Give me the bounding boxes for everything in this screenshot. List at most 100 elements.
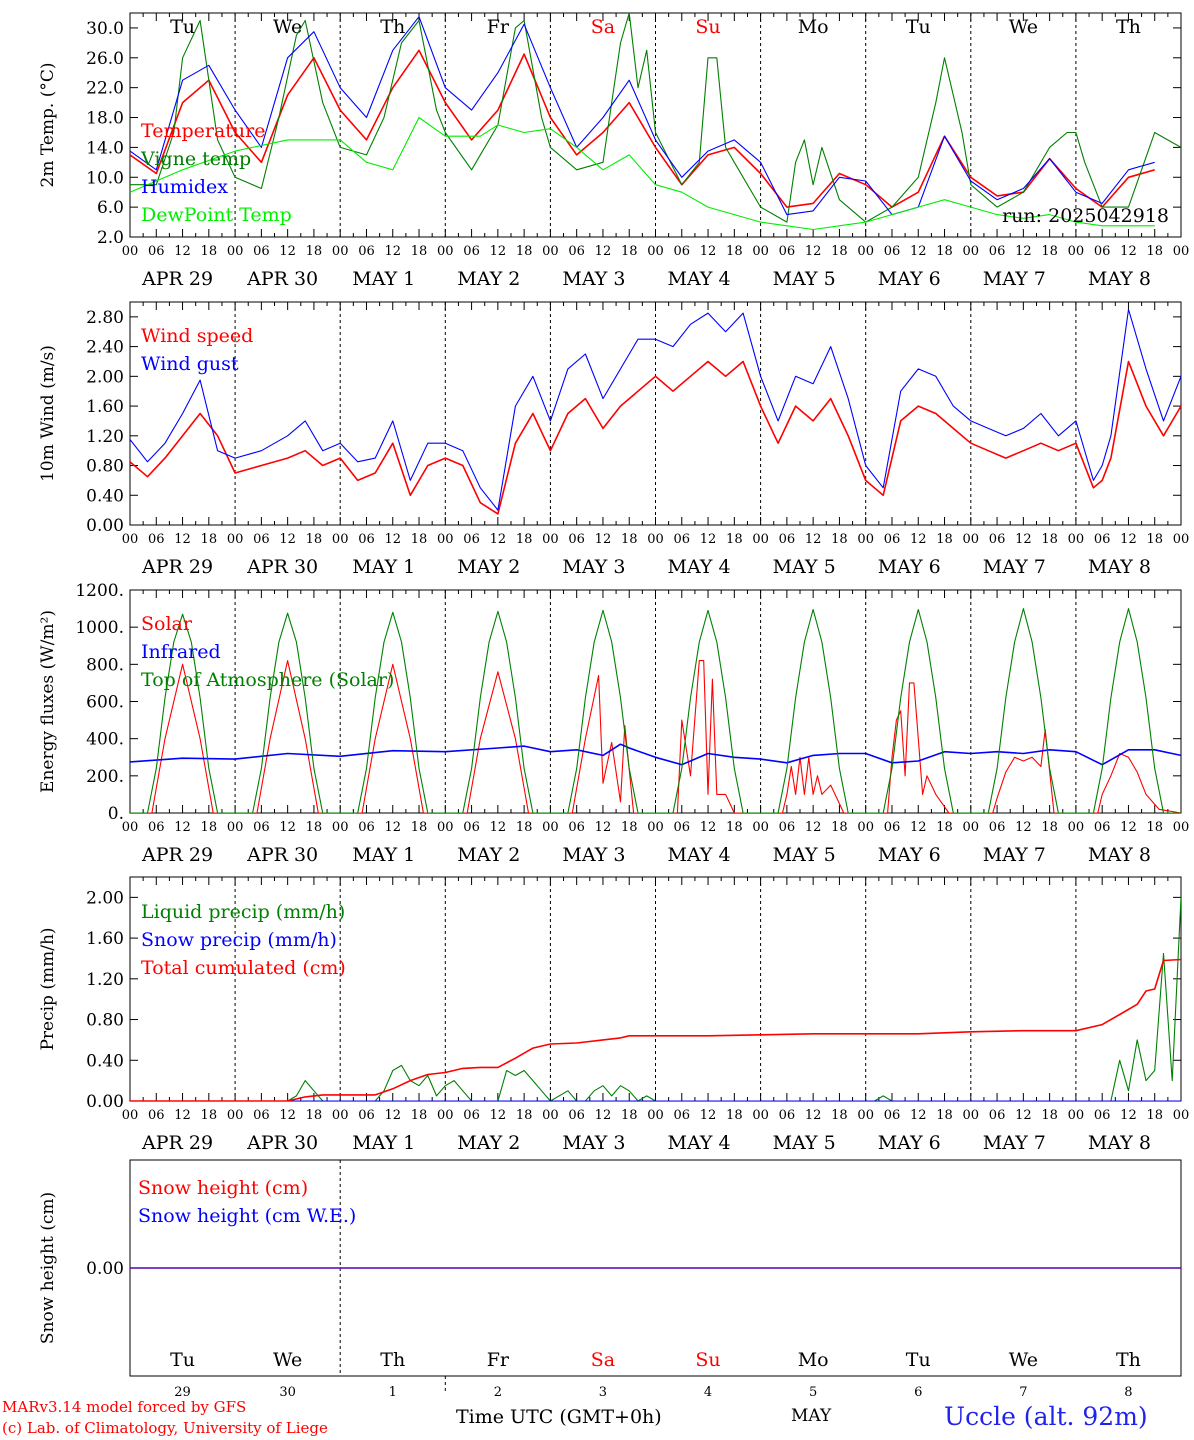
hour-label: 12 [700,1108,717,1123]
y-tick-label: 600. [86,693,124,713]
hour-label: 18 [726,1108,743,1123]
hour-label: 12 [490,820,507,835]
weekday-label: We [1009,1349,1038,1371]
hour-label: 12 [700,532,717,547]
date-label: MAY 5 [773,1132,836,1154]
hour-label: 18 [411,1108,428,1123]
hour-label: 00 [1173,820,1190,835]
day-number: 2 [494,1385,502,1400]
hour-label: 06 [989,820,1006,835]
hour-label: 00 [437,532,454,547]
date-label: MAY 8 [1088,1132,1151,1154]
hour-label: 18 [831,532,848,547]
hour-label: 06 [1094,532,1111,547]
date-label: APR 29 [141,1132,213,1154]
date-label: MAY 1 [352,1132,415,1154]
hour-label: 12 [700,244,717,259]
hour-label: 12 [910,532,927,547]
hour-label: 18 [1146,244,1163,259]
weekday-label: Fr [487,16,510,38]
hour-label: 12 [805,244,822,259]
hour-label: 18 [621,820,638,835]
legend-entry: Humidex [141,176,228,198]
hour-label: 00 [437,1108,454,1123]
hour-label: 12 [490,1108,507,1123]
hour-label: 18 [726,820,743,835]
date-label: MAY 2 [457,1132,520,1154]
series-line-solar [130,660,1181,813]
hour-label: 00 [963,532,980,547]
hour-label: 12 [1120,244,1137,259]
date-label: MAY 4 [668,556,731,578]
hour-label: 06 [358,532,375,547]
hour-label: 00 [857,244,874,259]
run-annotation: run: 2025042918 [1002,205,1169,227]
legend-entry: Infrared [141,641,221,663]
hour-label: 06 [463,532,480,547]
hour-label: 06 [148,532,165,547]
hour-label: 18 [201,1108,218,1123]
legend-entry: Temperature [141,120,265,142]
y-tick-label: 2.00 [86,367,124,387]
hour-label: 12 [384,532,401,547]
legend-entry: DewPoint Temp [141,204,292,226]
series-line-infrared [130,743,1181,766]
weekday-label: Su [695,1349,720,1371]
hour-label: 12 [279,532,296,547]
date-label: MAY 3 [562,556,625,578]
date-label: MAY 5 [773,268,836,290]
hour-label: 00 [857,532,874,547]
date-label: APR 30 [246,844,318,866]
hour-label: 06 [674,532,691,547]
hour-label: 12 [910,244,927,259]
hour-label: 06 [568,820,585,835]
legend-entry: Wind gust [141,353,239,375]
hour-label: 00 [963,244,980,259]
hour-label: 06 [989,244,1006,259]
hour-label: 12 [1015,820,1032,835]
hour-label: 18 [306,532,323,547]
hour-label: 18 [306,1108,323,1123]
hour-label: 06 [463,820,480,835]
hour-label: 00 [1068,244,1085,259]
hour-label: 06 [463,1108,480,1123]
day-number: 5 [809,1385,817,1400]
hour-label: 18 [831,820,848,835]
panel-frame [129,301,1182,526]
hour-label: 12 [595,820,612,835]
hour-label: 00 [647,820,664,835]
hour-label: 18 [1041,1108,1058,1123]
date-label: MAY 4 [668,268,731,290]
weekday-label: Th [380,1349,405,1371]
hour-label: 12 [1120,1108,1137,1123]
weekday-label: Fr [487,1349,510,1371]
series-line-total-cumulated-cm [130,958,1181,1101]
panel-frame [129,589,1182,814]
hour-label: 18 [201,820,218,835]
y-tick-label: 6.0 [97,198,124,218]
y-tick-label: 0.40 [86,1051,124,1071]
hour-label: 18 [411,244,428,259]
hour-label: 06 [674,244,691,259]
series-line-vigne-temp [130,13,1181,223]
weekday-label: Th [1116,16,1141,38]
hour-label: 00 [122,820,139,835]
y-tick-label: 10.0 [86,168,124,188]
hour-label: 18 [516,244,533,259]
hour-label: 18 [411,532,428,547]
hour-label: 18 [306,244,323,259]
date-label: MAY 6 [878,556,941,578]
hour-label: 12 [1015,244,1032,259]
hour-label: 00 [647,532,664,547]
day-number: 4 [704,1385,712,1400]
hour-label: 06 [674,820,691,835]
hour-label: 00 [647,1108,664,1123]
weekday-label: Tu [170,16,195,38]
y-tick-label: 1000. [75,618,124,638]
hour-label: 06 [253,1108,270,1123]
legend-entry: Vigne temp [140,148,251,170]
y-axis-label: 2m Temp. (°C) [38,62,58,187]
hour-label: 12 [1120,532,1137,547]
y-tick-label: 2.40 [86,338,124,358]
hour-label: 06 [568,532,585,547]
